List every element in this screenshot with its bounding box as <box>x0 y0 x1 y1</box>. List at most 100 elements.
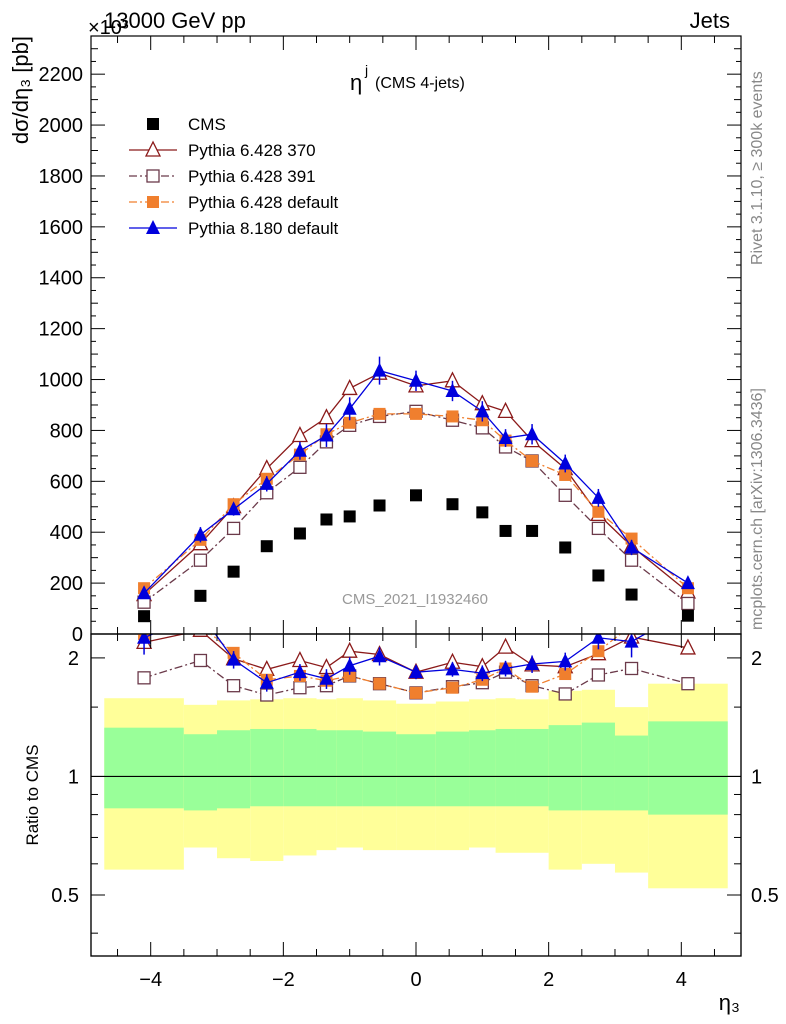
x-tick-label: −4 <box>139 969 162 991</box>
x-tick-label: −2 <box>272 969 295 991</box>
y-tick-label: 800 <box>50 420 83 442</box>
point-pythia-6-428-391 <box>226 521 241 536</box>
x-tick-label: 2 <box>543 969 554 991</box>
header-exponent: ×10³ <box>88 17 129 39</box>
uncertainty-band-inner <box>614 735 649 811</box>
ratio-point-pythia-6-428-391 <box>558 687 572 701</box>
point-pythia-6-428-default <box>373 407 386 420</box>
ratio-point-pythia-8-180-default <box>445 661 460 676</box>
point-pythia-8-180-default <box>498 430 513 445</box>
point-pythia-8-180-default <box>558 455 573 470</box>
point-pythia-6-428-default <box>526 454 539 467</box>
point-cms <box>526 524 539 537</box>
ratio-y-tick-label-right: 1 <box>751 766 762 788</box>
ratio-y-tick-label: 0.5 <box>51 885 79 907</box>
point-pythia-6-428-391 <box>558 488 572 502</box>
ratio-point-pythia-6-428-391 <box>681 677 695 691</box>
point-cms <box>260 540 273 553</box>
uncertainty-band-inner <box>515 728 549 807</box>
uncertainty-band-inner <box>495 728 516 807</box>
ratio-point-pythia-6-428-default <box>626 619 638 631</box>
ratio-y-tick-label-right: 0.5 <box>751 885 779 907</box>
point-pythia-6-428-370 <box>341 378 358 396</box>
point-pythia-8-180-default <box>372 362 387 377</box>
ratio-point-pythia-8-180-default <box>372 648 387 663</box>
analysis-watermark: CMS_2021_I1932460 <box>342 591 488 608</box>
uncertainty-band-inner <box>104 727 184 809</box>
point-cms <box>499 524 512 537</box>
ratio-point-pythia-8-180-default <box>558 653 573 668</box>
y-tick-label: 1000 <box>39 370 84 392</box>
plot-title-eta: η <box>350 70 362 95</box>
point-pythia-6-428-370 <box>497 401 514 418</box>
y-tick-label: 200 <box>50 573 83 595</box>
ratio-point-pythia-6-428-default <box>194 619 206 631</box>
uncertainty-band-inner <box>250 728 284 807</box>
point-cms <box>625 588 638 601</box>
point-cms <box>293 527 306 540</box>
y-tick-label: 2200 <box>39 64 84 86</box>
uncertainty-band-inner <box>336 730 363 807</box>
ratio-point-pythia-6-428-391 <box>293 681 307 695</box>
point-pythia-6-428-default <box>446 410 459 423</box>
point-pythia-8-180-default <box>525 426 540 441</box>
plot-title-sup: j <box>364 62 368 78</box>
legend-label-pythia-6-428-391: Pythia 6.428 391 <box>188 167 316 186</box>
ratio-point-pythia-6-428-default <box>559 668 572 681</box>
ratio-y-axis-label: Ratio to CMS <box>23 744 42 845</box>
point-pythia-8-180-default <box>319 427 334 442</box>
uncertainty-band-inner <box>217 730 251 809</box>
uncertainty-band-inner <box>283 728 317 807</box>
point-cms <box>410 489 422 502</box>
point-pythia-8-180-default <box>342 400 357 415</box>
ratio-point-pythia-8-180-default <box>498 660 513 675</box>
ratio-point-pythia-8-180-default <box>624 634 639 648</box>
ratio-point-pythia-6-428-391 <box>591 668 606 682</box>
point-pythia-6-428-default <box>625 532 638 545</box>
point-pythia-6-428-370 <box>291 426 308 443</box>
ratio-point-pythia-6-428-default <box>343 669 356 682</box>
point-cms <box>194 589 207 602</box>
y-tick-label: 400 <box>50 522 83 544</box>
ratio-point-pythia-6-428-370 <box>679 638 696 655</box>
x-tick-label: 4 <box>676 969 687 991</box>
uncertainty-band-inner <box>435 731 470 807</box>
point-cms <box>681 609 694 622</box>
ratio-point-pythia-8-180-default <box>292 664 307 679</box>
x-tick-label: 0 <box>410 969 421 991</box>
point-pythia-8-180-default <box>445 382 460 397</box>
legend: CMS Pythia 6.428 370 Pythia 6.428 391 Pythi… <box>129 115 339 238</box>
legend-marker-pythia-8-180-default <box>146 220 160 234</box>
y-tick-label: 1200 <box>39 319 84 341</box>
point-pythia-6-428-default <box>592 505 605 518</box>
point-pythia-8-180-default <box>624 539 639 554</box>
point-cms <box>343 510 356 523</box>
legend-marker-cms <box>147 118 159 130</box>
uncertainty-band-inner <box>648 721 728 815</box>
ratio-y-tick-label: 2 <box>68 648 79 670</box>
ratio-point-pythia-6-428-default <box>526 680 539 693</box>
ratio-point-pythia-6-428-default <box>446 681 459 694</box>
point-pythia-6-428-default <box>410 407 422 420</box>
series-line-pythia-6-428-391 <box>143 410 689 604</box>
rivet-label: Rivet 3.1.10, ≥ 300k events <box>749 71 766 265</box>
ratio-point-pythia-8-180-default <box>525 655 540 670</box>
legend-label-pythia-8-180-default: Pythia 8.180 default <box>188 219 339 238</box>
ratio-point-pythia-6-428-391 <box>193 653 208 668</box>
point-pythia-8-180-default <box>137 585 152 600</box>
ratio-point-pythia-8-180-default <box>475 665 490 680</box>
uncertainty-band-inner <box>548 725 582 811</box>
uncertainty-band-inner <box>396 734 436 807</box>
ratio-y-tick-label-right: 2 <box>751 648 762 670</box>
ratio-point-pythia-6-428-391 <box>624 661 639 676</box>
point-pythia-8-180-default <box>475 403 490 418</box>
ratio-point-pythia-8-180-default <box>409 664 423 679</box>
point-cms <box>320 513 333 526</box>
y-tick-label: 1400 <box>39 268 84 290</box>
legend-label-pythia-6-428-370: Pythia 6.428 370 <box>188 141 316 160</box>
point-pythia-6-428-391 <box>624 553 639 567</box>
y-tick-label: 2000 <box>39 115 84 137</box>
point-pythia-8-180-default <box>259 475 274 490</box>
ratio-point-pythia-8-180-default <box>259 674 274 689</box>
